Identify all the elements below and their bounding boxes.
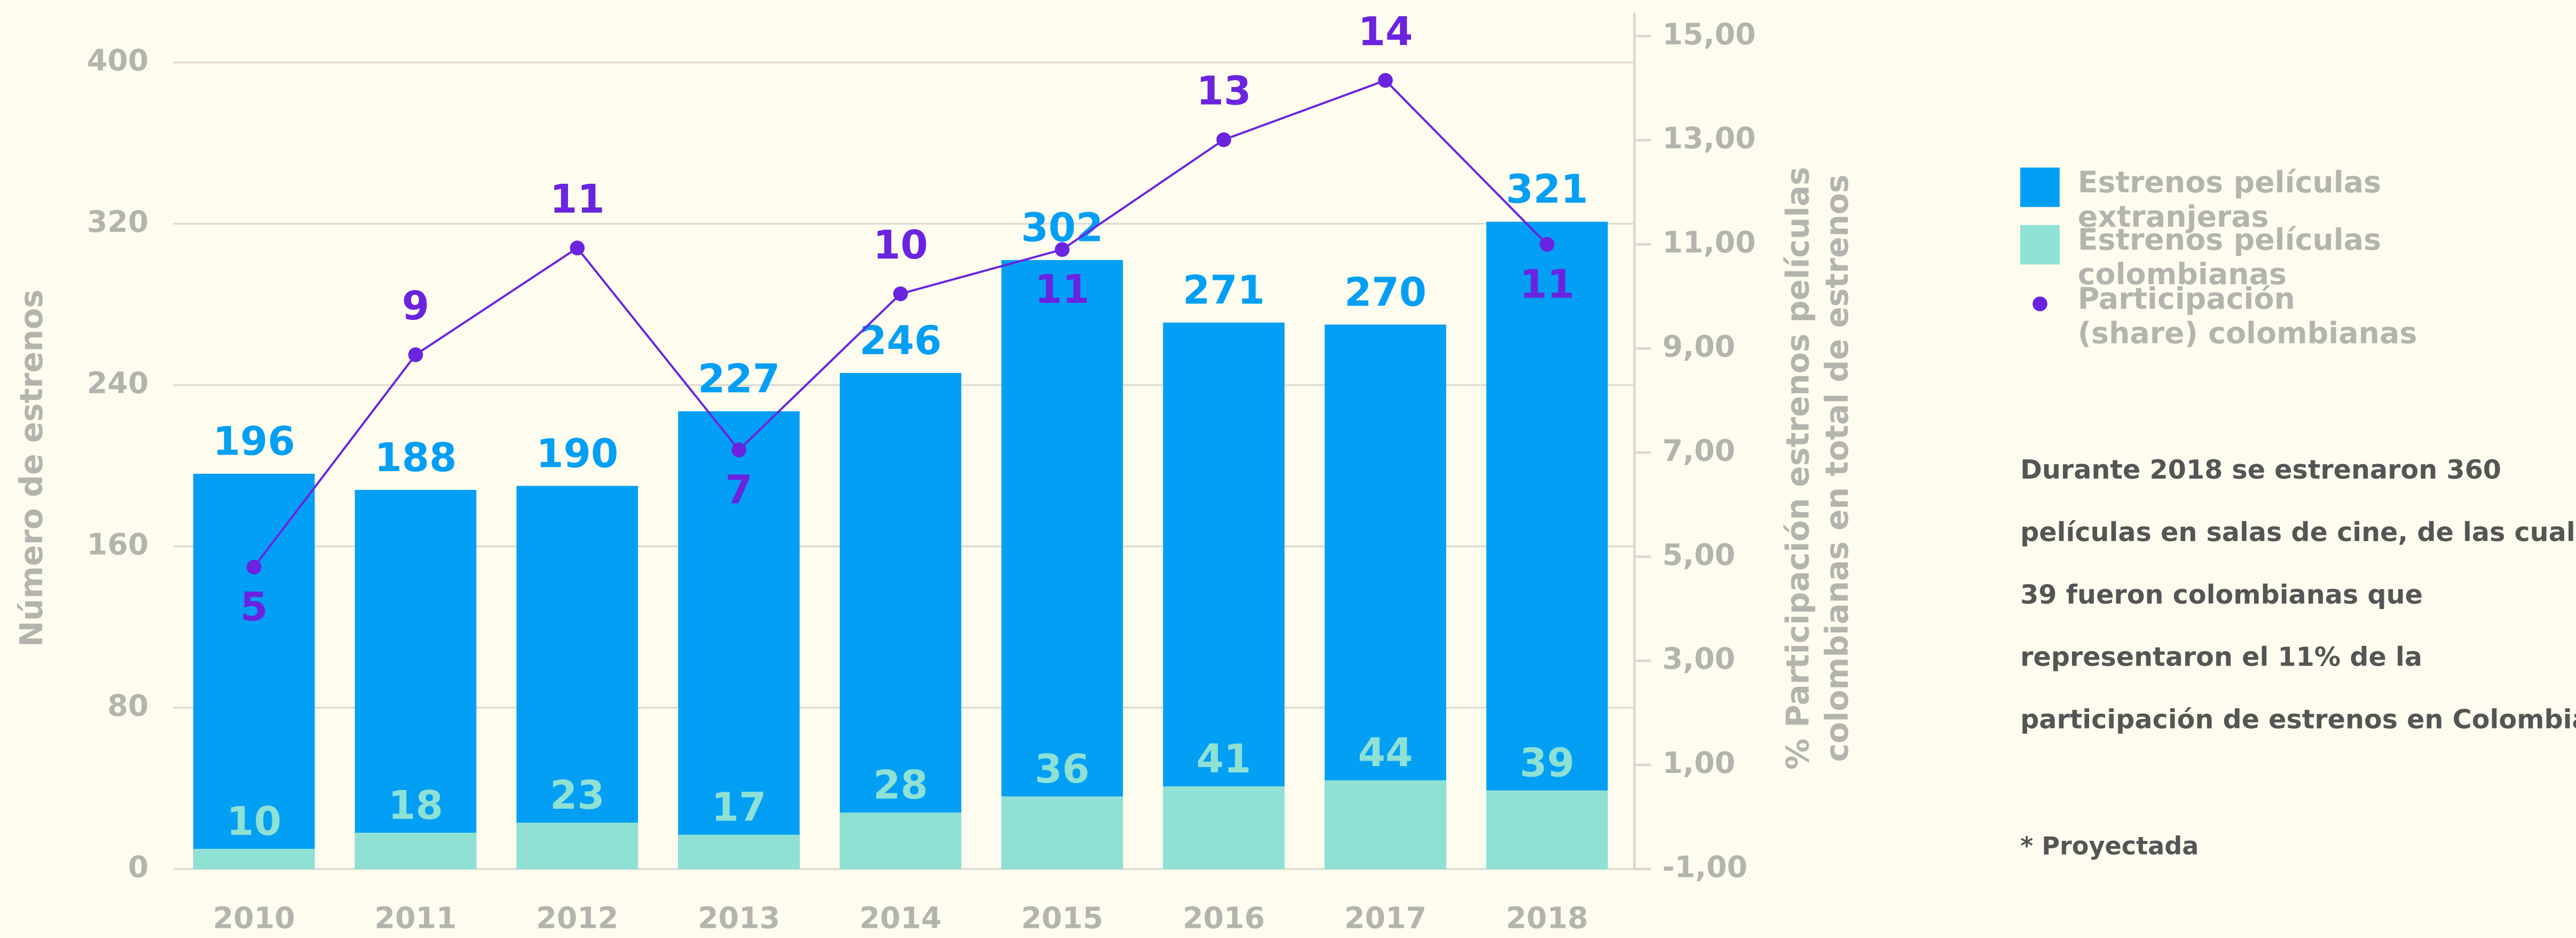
point [1054,242,1070,257]
point [570,240,585,256]
legend-entry-box: Estrenos películas colombianas [2077,223,2382,293]
y2-tick-label: 5,00 [1663,538,1736,572]
legend-swatch [2033,296,2047,311]
footnote: * Proyectada [2020,831,2199,860]
legend-entry-box: Estrenos películas extranjeras [2077,166,2382,235]
y-tick-label: 80 [107,689,148,723]
data-label: 188 [374,435,456,481]
bar [678,834,800,869]
y-tick-label: 160 [87,528,149,562]
y2-tick-label: 15,00 [1663,18,1756,52]
data-label: 11 [1519,261,1574,307]
data-label: 14 [1358,9,1413,54]
x-tick-label: 2011 [374,901,456,935]
point [1216,132,1232,147]
note-line: participación de estrenos en Colombia. [2020,704,2576,735]
bar [193,473,315,869]
legend-entry: Estrenos películas colombianas [2077,223,2382,293]
bar [1001,260,1123,869]
data-label: 196 [213,419,295,465]
point [1378,73,1393,88]
bar [1163,322,1285,869]
x-tick-label: 2015 [1021,901,1103,935]
point [893,286,908,301]
bar [1325,324,1446,869]
data-label: 36 [1035,746,1090,792]
bar [1486,790,1608,869]
note-line: representaron el 11% de la [2020,642,2422,673]
y2-tick-label: 1,00 [1663,746,1736,780]
bar [839,812,962,869]
x-tick-label: 2013 [698,901,780,935]
y-tick-label: 0 [128,850,149,885]
data-label: 11 [550,176,605,222]
point [1539,237,1555,252]
bar [516,486,639,869]
y-tick-label: 400 [87,44,149,78]
note-line: Durante 2018 se estrenaron 360 [2020,454,2501,485]
y-axis-title: Número de estrenos [13,290,50,647]
data-label: 39 [1519,740,1574,786]
y2-tick-label: -1,00 [1663,850,1748,885]
data-label: 10 [226,799,281,845]
bar [1486,222,1608,869]
data-label: 13 [1196,68,1251,114]
x-tick-label: 2010 [213,901,295,935]
y-tick-label: 320 [87,205,149,239]
y2-axis-title-box: % Participación estrenos películas colom… [1781,167,1856,770]
data-label: 270 [1344,269,1427,315]
y-tick-label: 240 [87,366,149,401]
x-tick-label: 2014 [860,901,942,935]
data-label: 10 [873,222,928,268]
data-label: 18 [388,783,443,828]
point [408,347,423,362]
data-label: 7 [725,467,752,513]
data-label: 5 [240,584,267,630]
note-line: 39 fueron colombianas que [2020,579,2423,610]
legend-swatch [2020,225,2060,265]
data-label: 28 [873,762,928,808]
x-tick-label: 2012 [536,901,618,935]
x-tick-label: 2016 [1183,901,1265,935]
data-label: 11 [1035,267,1090,312]
data-label: 190 [536,431,618,476]
data-label: 271 [1183,267,1265,313]
bar [193,849,315,869]
data-label: 246 [860,318,942,364]
data-label: 321 [1506,167,1588,213]
note-line: películas en salas de cine, de las cuale… [2020,517,2576,548]
bar [839,373,962,869]
bar [1001,796,1123,869]
bar [678,411,800,869]
data-label: 17 [712,785,767,831]
y2-tick-label: 11,00 [1663,226,1756,260]
data-label: 23 [550,772,605,818]
y2-tick-label: 13,00 [1663,122,1756,156]
data-label: 41 [1196,736,1251,782]
y2-tick-label: 7,00 [1663,434,1736,468]
data-label: 44 [1358,730,1413,776]
x-tick-label: 2017 [1344,901,1427,935]
bar [516,823,639,869]
point [731,442,746,458]
bar [1163,786,1285,869]
bar [355,490,477,869]
legend-swatch [2020,167,2060,207]
data-label: 9 [402,283,429,329]
bar [1325,780,1446,869]
legend-entry: Participación (share) colombianas [2077,282,2417,352]
y2-axis-title: % Participación estrenos películas colom… [1781,167,1856,770]
data-label: 227 [698,356,780,402]
point [246,559,262,575]
x-tick-label: 2018 [1506,901,1588,935]
bar [355,832,477,869]
legend-entry: Estrenos películas extranjeras [2077,166,2382,235]
y2-tick-label: 3,00 [1663,642,1736,676]
y2-tick-label: 9,00 [1663,330,1736,364]
legend-entry-box: Participación (share) colombianas [2077,282,2417,352]
